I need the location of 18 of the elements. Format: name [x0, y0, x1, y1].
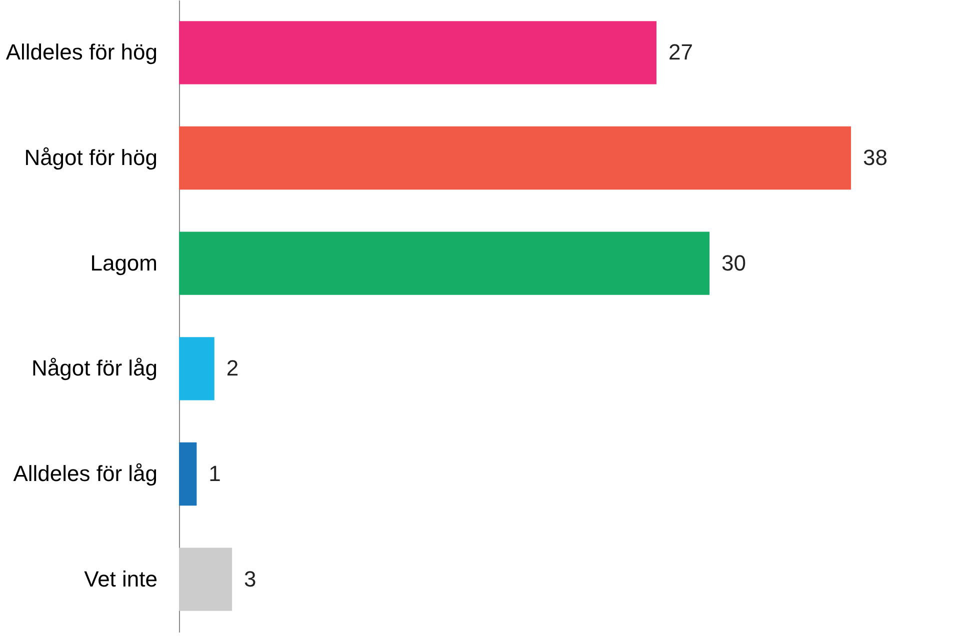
bar: [179, 337, 214, 400]
y-tick-label: Vet inte: [84, 566, 158, 592]
data-label: 1: [208, 461, 221, 486]
bar: [179, 442, 197, 506]
y-tick-label: Alldeles för låg: [13, 461, 158, 486]
y-tick-label: Lagom: [90, 250, 158, 276]
bar: [179, 126, 851, 190]
y-tick-label: Något för hög: [24, 145, 158, 170]
data-label: 3: [244, 566, 256, 592]
bar: [179, 548, 232, 611]
data-label: 27: [668, 40, 693, 65]
y-tick-label: Något för låg: [32, 356, 158, 381]
data-label: 38: [863, 145, 888, 170]
bar: [179, 232, 710, 295]
data-label: 30: [722, 250, 746, 276]
bar: [179, 21, 656, 84]
data-label: 2: [226, 356, 239, 381]
y-tick-label: Alldeles för hög: [6, 40, 158, 65]
